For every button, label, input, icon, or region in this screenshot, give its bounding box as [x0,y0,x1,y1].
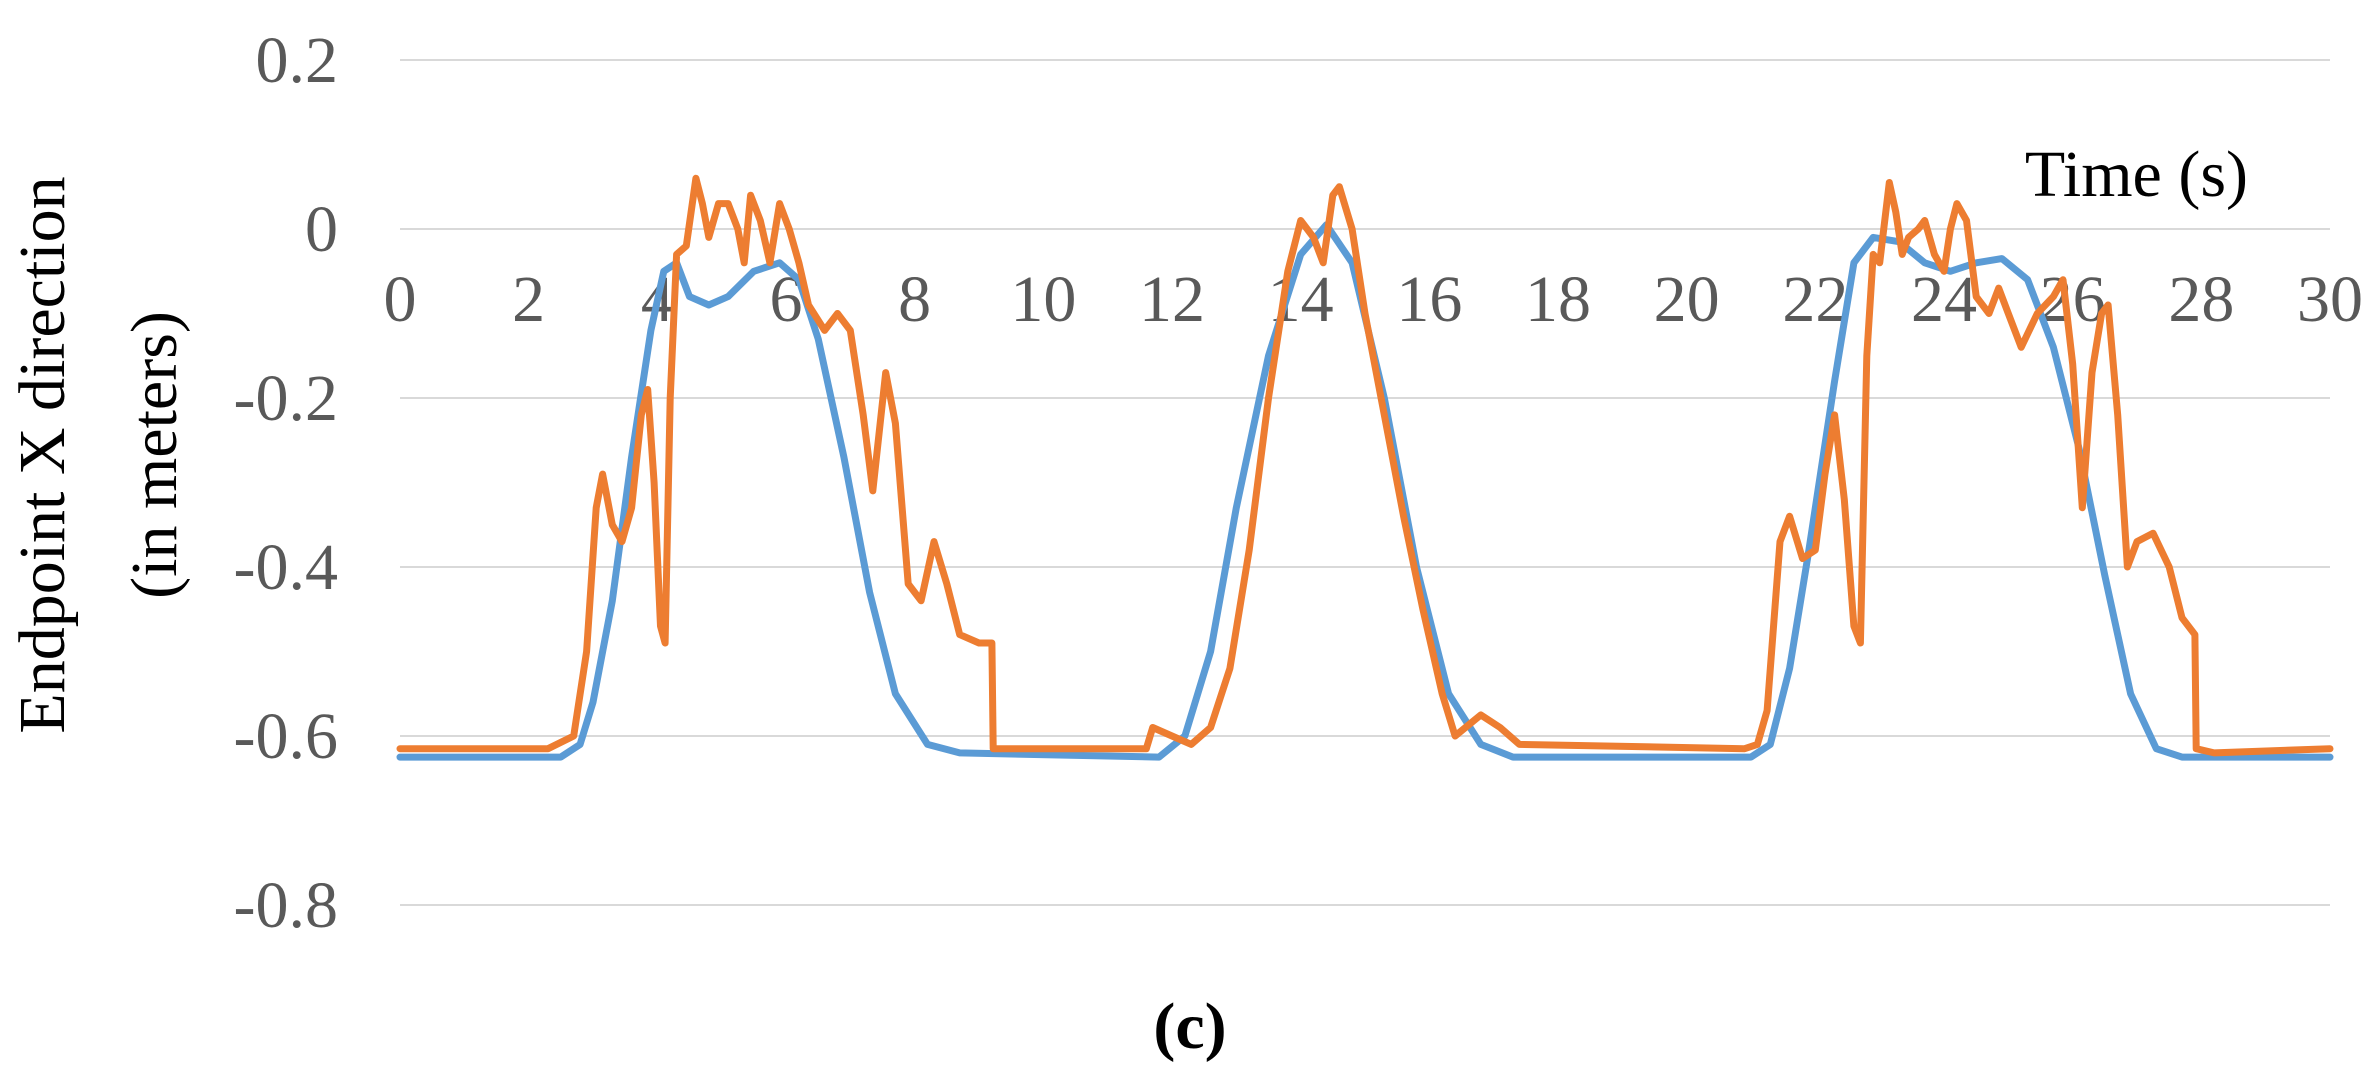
x-tick-label: 12 [1139,263,1205,336]
x-tick-label: 0 [384,263,417,336]
y-axis-title: Endpoint X direction (in meters) [6,176,191,733]
x-tick-label: 2 [512,263,545,336]
x-tick-label: 18 [1525,263,1591,336]
x-tick-label: 16 [1396,263,1462,336]
y-tick-label: 0 [305,193,338,266]
series-line-2 [396,174,2334,757]
x-tick-label: 10 [1010,263,1076,336]
x-tick-label: 8 [898,263,931,336]
y-axis-title-line-1: Endpoint X direction [6,176,79,733]
y-tick-label: 0.2 [256,24,339,97]
x-tick-labels: 0 2 4 6 8 10 12 14 16 18 20 22 24 26 28 30 [384,263,2364,336]
y-tick-label: -0.2 [234,362,338,435]
x-tick-label: 30 [2297,263,2363,336]
figure-caption: (c) [1153,990,1226,1063]
y-tick-label: -0.8 [234,869,338,942]
y-tick-labels: 0.2 0 -0.2 -0.4 -0.6 -0.8 [234,24,338,942]
y-tick-label: -0.6 [234,700,338,773]
y-tick-label: -0.4 [234,531,338,604]
y-axis-title-line-2: (in meters) [118,311,191,599]
series-layer [396,174,2334,761]
x-tick-label: 22 [1782,263,1848,336]
x-axis-title: Time (s) [2025,138,2248,211]
x-tick-label: 28 [2168,263,2234,336]
x-tick-label: 24 [1911,263,1977,336]
gridlines [400,59,2330,906]
x-tick-label: 20 [1654,263,1720,336]
